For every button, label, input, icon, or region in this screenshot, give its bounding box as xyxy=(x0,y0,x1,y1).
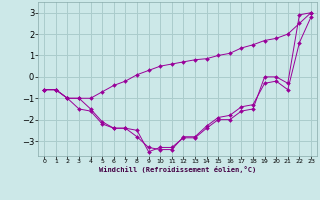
X-axis label: Windchill (Refroidissement éolien,°C): Windchill (Refroidissement éolien,°C) xyxy=(99,166,256,173)
